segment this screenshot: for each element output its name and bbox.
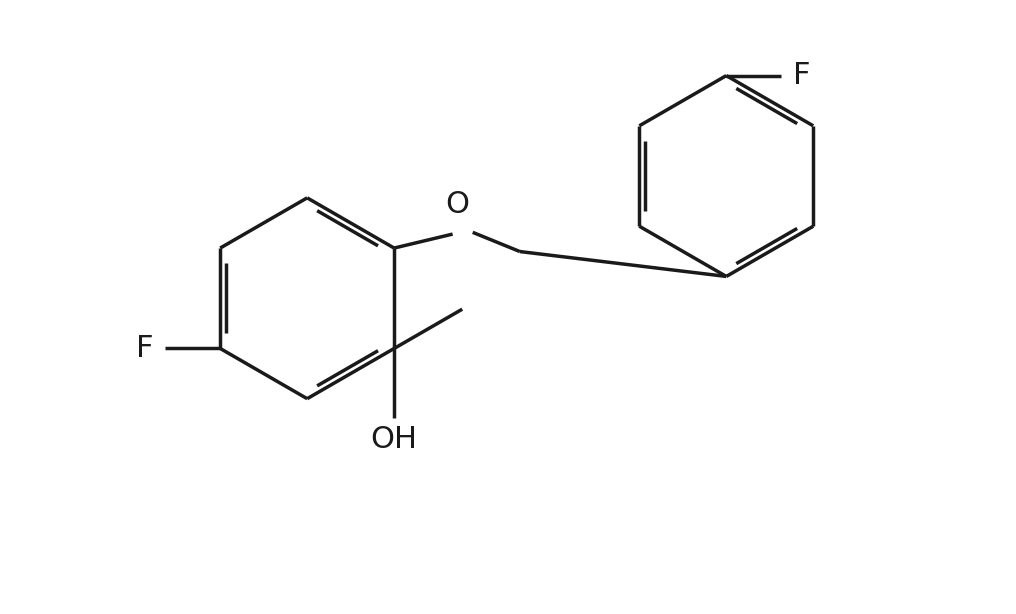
- Text: O: O: [445, 190, 469, 219]
- Text: F: F: [792, 61, 810, 90]
- Text: F: F: [136, 334, 153, 363]
- Text: OH: OH: [371, 426, 418, 454]
